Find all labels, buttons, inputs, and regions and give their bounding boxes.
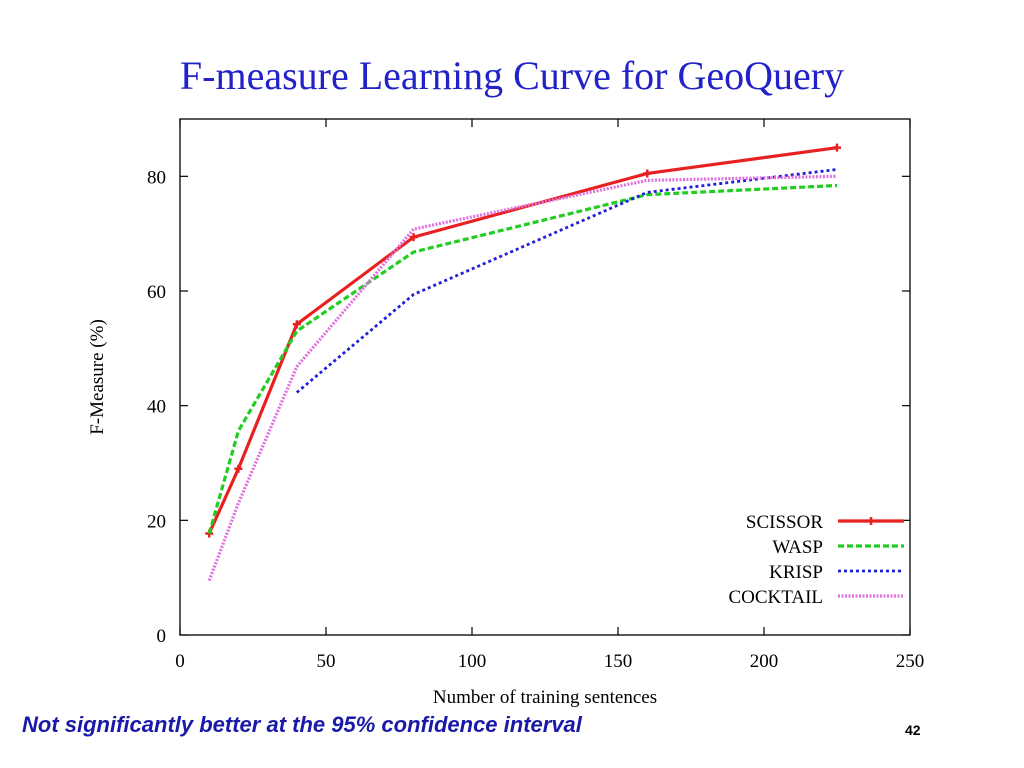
x-axis-title: Number of training sentences — [433, 687, 657, 708]
f-measure-chart: 0 50 100 150 200 250 0 20 40 60 80 SCISSOR WASP KRIS… — [87, 118, 924, 708]
axis-ticks: 0 50 100 150 200 250 0 20 40 60 80 — [147, 119, 924, 672]
legend-label-scissor: SCISSOR — [746, 512, 823, 533]
x-tick-label: 50 — [317, 651, 336, 672]
legend-label-wasp: WASP — [772, 537, 823, 558]
x-tick-label: 150 — [604, 651, 633, 672]
x-tick-label: 0 — [175, 651, 185, 672]
series-line-scissor — [207, 146, 838, 535]
data-point-scissor — [643, 169, 652, 178]
series-lines — [205, 143, 841, 582]
y-tick-label: 0 — [157, 626, 167, 647]
plot-frame — [179, 118, 911, 636]
series-line-krisp — [295, 168, 838, 394]
x-tick-label: 100 — [458, 651, 487, 672]
series-line-wasp — [207, 183, 838, 534]
data-point-scissor — [234, 464, 243, 473]
page-number: 42 — [905, 722, 921, 738]
series-line-cocktail — [207, 174, 838, 582]
slide-title: F-measure Learning Curve for GeoQuery — [179, 53, 845, 98]
x-tick-label: 200 — [750, 651, 779, 672]
y-axis-title: F-Measure (%) — [87, 319, 108, 435]
legend-label-krisp: KRISP — [769, 562, 823, 583]
legend-label-cocktail: COCKTAIL — [728, 587, 823, 608]
y-tick-label: 80 — [147, 167, 166, 188]
significance-note: Not significantly better at the 95% conf… — [22, 712, 582, 737]
y-tick-label: 40 — [147, 397, 166, 418]
data-point-scissor — [833, 143, 841, 152]
data-point-scissor — [292, 320, 301, 329]
data-point-scissor — [409, 233, 418, 242]
chart-legend: SCISSOR WASP KRISP COCKTAIL — [728, 512, 904, 608]
legend-marker-scissor — [867, 517, 875, 525]
y-tick-label: 60 — [147, 282, 166, 303]
y-tick-label: 20 — [147, 511, 166, 532]
x-tick-label: 250 — [896, 651, 925, 672]
